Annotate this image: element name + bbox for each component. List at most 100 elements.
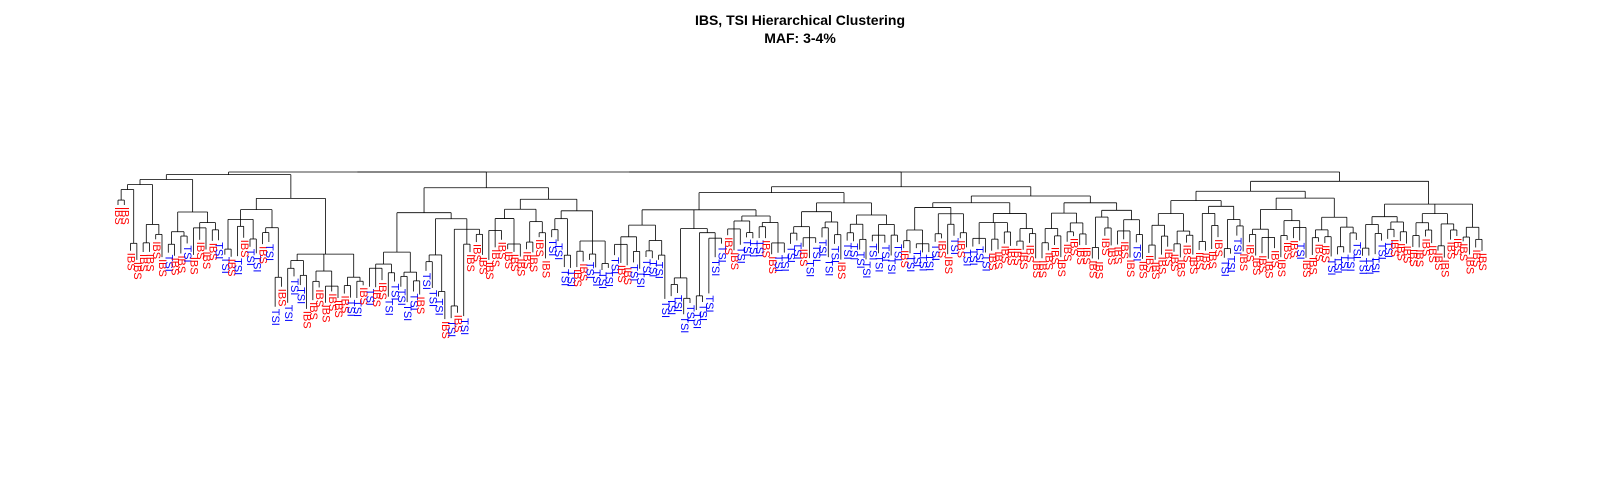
leaf-label-tsi: TSI [1218,260,1230,277]
leaf-label-tsi: TSI [665,298,677,315]
leaf-label-tsi: TSI [1294,243,1306,260]
leaf-label-tsi: TSI [848,243,860,260]
leaf-label-ibs: IBS [1262,261,1274,279]
leaf-label-ibs: IBS [1042,252,1054,270]
leaf-label-tsi: TSI [1369,256,1381,273]
leaf-label-ibs: IBS [1319,245,1331,263]
leaf-label-ibs: IBS [1256,255,1268,273]
leaf-label-ibs: IBS [313,289,325,307]
leaf-label-ibs: IBS [175,255,187,273]
leaf-label-tsi: TSI [646,260,658,277]
leaf-label-ibs: IBS [489,249,501,267]
leaf-label-tsi: TSI [634,271,646,288]
leaf-label-ibs: IBS [376,282,388,300]
leaf-label-tsi: TSI [716,246,728,263]
leaf-label-ibs: IBS [483,262,495,280]
leaf-label-ibs: IBS [1413,249,1425,267]
leaf-label-ibs: IBS [238,240,250,258]
leaf-label-tsi: TSI [885,257,897,274]
leaf-label-ibs: IBS [797,249,809,267]
leaf-label-tsi: TSI [565,270,577,287]
leaf-label-tsi: TSI [395,289,407,306]
leaf-label-ibs: IBS [1024,245,1036,263]
leaf-label-tsi: TSI [672,295,684,312]
leaf-label-ibs: IBS [137,254,149,272]
leaf-label-ibs: IBS [1237,253,1249,271]
leaf-label-ibs: IBS [225,259,237,277]
leaf-label-ibs: IBS [1193,252,1205,270]
leaf-label-tsi: TSI [433,299,445,316]
leaf-label-ibs: IBS [1281,242,1293,260]
leaf-label-ibs: IBS [835,262,847,280]
leaf-label-ibs: IBS [301,311,313,329]
leaf-label-tsi: TSI [596,272,608,289]
leaf-label-ibs: IBS [1200,253,1212,271]
leaf-label-ibs: IBS [615,265,627,283]
leaf-label-ibs: IBS [188,257,200,275]
leaf-label-tsi: TSI [772,255,784,272]
leaf-label-ibs: IBS [527,254,539,272]
leaf-label-tsi: TSI [1130,244,1142,261]
leaf-label-ibs: IBS [766,256,778,274]
leaf-label-tsi: TSI [609,257,621,274]
leaf-label-ibs: IBS [1017,252,1029,270]
leaf-label-ibs: IBS [1206,251,1218,269]
leaf-label-tsi: TSI [741,239,753,256]
leaf-label-ibs: IBS [150,241,162,259]
leaf-label-ibs: IBS [1432,253,1444,271]
leaf-label-tsi: TSI [263,244,275,261]
leaf-label-ibs: IBS [1030,260,1042,278]
leaf-label-tsi: TSI [219,257,231,274]
leaf-label-ibs: IBS [370,289,382,307]
leaf-label-ibs: IBS [1288,240,1300,258]
leaf-label-tsi: TSI [1332,256,1344,273]
leaf-label-ibs: IBS [439,321,451,339]
leaf-label-ibs: IBS [1011,248,1023,266]
leaf-label-ibs: IBS [1093,261,1105,279]
leaf-label-ibs: IBS [1407,249,1419,267]
leaf-label-ibs: IBS [1451,238,1463,256]
leaf-label-ibs: IBS [194,242,206,260]
leaf-label-tsi: TSI [546,239,558,256]
leaf-label-tsi: TSI [659,301,671,318]
leaf-label-tsi: TSI [351,300,363,317]
leaf-label-ibs: IBS [320,305,332,323]
leaf-label-ibs: IBS [144,254,156,272]
leaf-label-ibs: IBS [1187,257,1199,275]
leaf-label-ibs: IBS [1137,261,1149,279]
leaf-label-ibs: IBS [577,263,589,281]
leaf-label-ibs: IBS [508,254,520,272]
leaf-label-tsi: TSI [288,278,300,295]
leaf-label-tsi: TSI [602,270,614,287]
leaf-label-tsi: TSI [1357,258,1369,275]
leaf-label-ibs: IBS [1162,249,1174,267]
leaf-label-tsi: TSI [973,246,985,263]
leaf-label-tsi: TSI [213,242,225,259]
leaf-label-ibs: IBS [722,237,734,255]
leaf-label-ibs: IBS [760,240,772,258]
leaf-label-tsi: TSI [1325,258,1337,275]
leaf-label-ibs: IBS [1061,244,1073,262]
leaf-label-tsi: TSI [678,316,690,333]
leaf-label-tsi: TSI [181,245,193,262]
leaf-label-tsi: TSI [866,243,878,260]
leaf-label-tsi: TSI [929,244,941,261]
leaf-label-ibs: IBS [1099,238,1111,256]
leaf-label-ibs: IBS [131,262,143,280]
leaf-label-tsi: TSI [923,254,935,271]
leaf-label-ibs: IBS [1457,243,1469,261]
leaf-label-ibs: IBS [1049,247,1061,265]
leaf-label-tsi: TSI [697,304,709,321]
leaf-label-tsi: TSI [162,255,174,272]
leaf-label-ibs: IBS [936,240,948,258]
leaf-label-ibs: IBS [728,252,740,270]
leaf-label-tsi: TSI [917,254,929,271]
leaf-label-ibs: IBS [1174,259,1186,277]
leaf-label-tsi: TSI [1338,254,1350,271]
leaf-label-tsi: TSI [445,320,457,337]
leaf-label-tsi: TSI [961,249,973,266]
leaf-label-ibs: IBS [1300,260,1312,278]
leaf-label-tsi: TSI [552,243,564,260]
leaf-label-tsi: TSI [282,305,294,322]
leaf-label-ibs: IBS [514,259,526,277]
